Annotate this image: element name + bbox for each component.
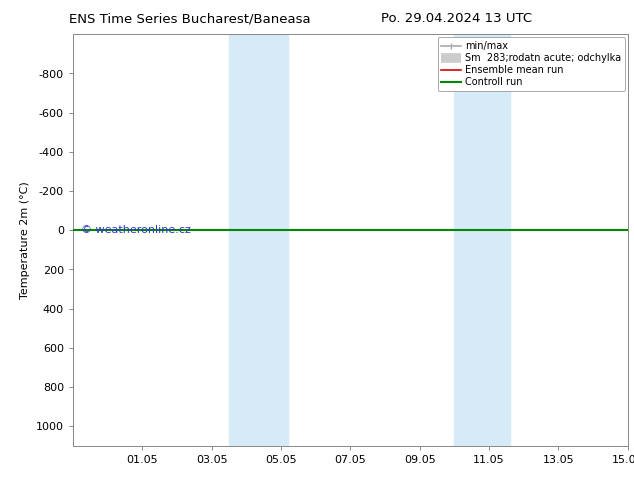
Text: © weatheronline.cz: © weatheronline.cz [81, 225, 191, 235]
Text: Po. 29.04.2024 13 UTC: Po. 29.04.2024 13 UTC [381, 12, 532, 25]
Y-axis label: Temperature 2m (°C): Temperature 2m (°C) [20, 181, 30, 299]
Bar [229, 34, 288, 446]
Bar [455, 34, 510, 446]
Text: ENS Time Series Bucharest/Baneasa: ENS Time Series Bucharest/Baneasa [69, 12, 311, 25]
Legend: min/max, Sm  283;rodatn acute; odchylka, Ensemble mean run, Controll run: min/max, Sm 283;rodatn acute; odchylka, … [437, 37, 624, 91]
